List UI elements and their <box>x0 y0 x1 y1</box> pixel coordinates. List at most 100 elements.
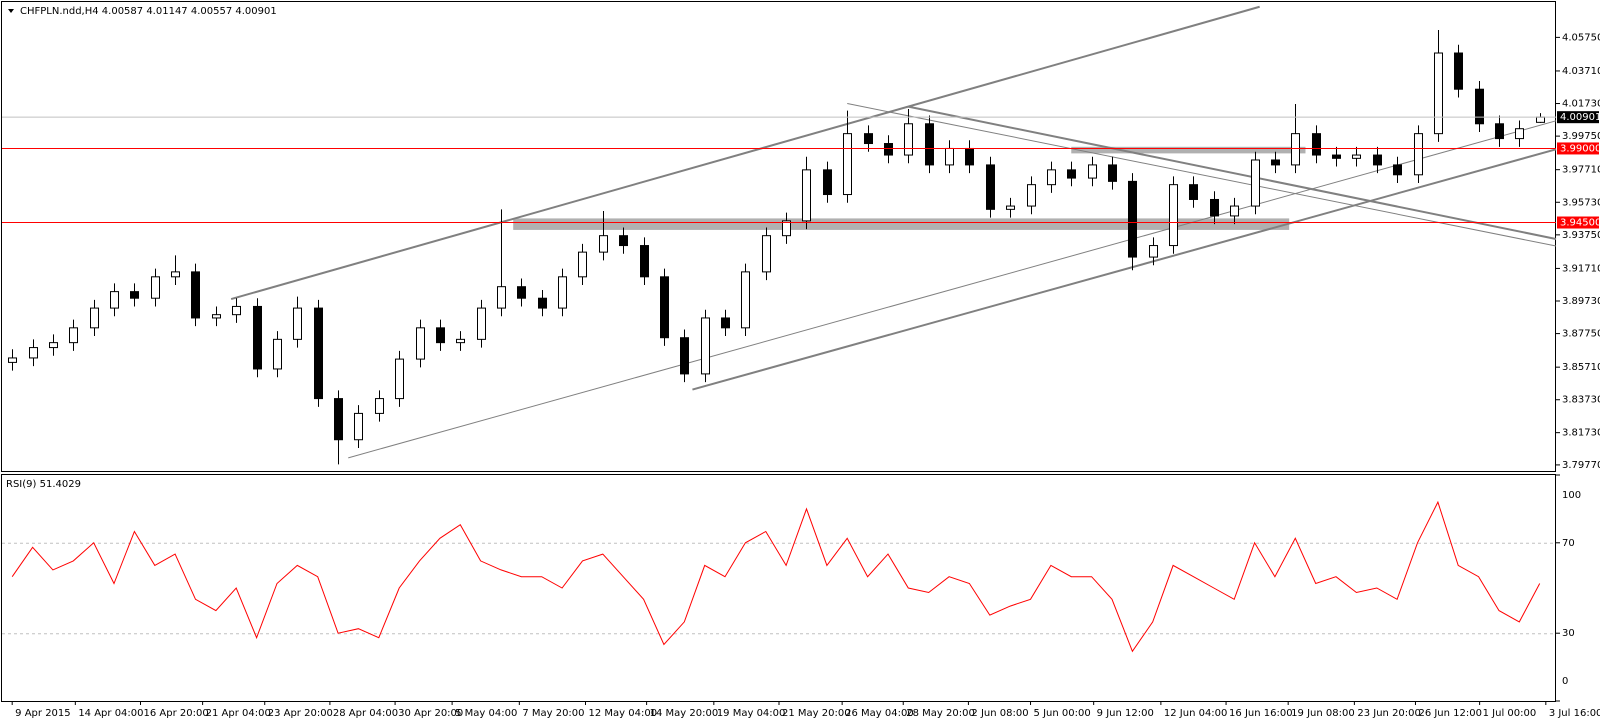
x-tick-label: 30 Apr 20:00 <box>398 708 463 719</box>
candle-body <box>1332 154 1341 159</box>
candle-body <box>538 297 547 309</box>
candle-body <box>1312 133 1321 156</box>
y-tick-label: 4.03710 <box>1562 66 1600 77</box>
y-tick-label: 3.83730 <box>1562 395 1600 406</box>
candle-body <box>354 412 363 441</box>
candle-body <box>762 235 771 273</box>
candle-body <box>110 291 119 309</box>
x-tick-label: 14 May 20:00 <box>650 708 719 719</box>
candle-body <box>640 245 649 278</box>
y-tick-label: 4.05750 <box>1562 32 1600 43</box>
candle-body <box>1393 164 1402 176</box>
x-tick-label: 14 Apr 04:00 <box>78 708 143 719</box>
candle-body <box>212 314 221 319</box>
x-tick-label: 1 Jul 00:00 <box>1483 708 1537 719</box>
x-tick-label: 26 May 04:00 <box>845 708 914 719</box>
candle-body <box>782 220 791 237</box>
candle-body <box>701 317 710 375</box>
candle-body <box>1251 159 1260 207</box>
candle-body <box>90 307 99 329</box>
candle-body <box>395 358 404 400</box>
candle-body <box>1373 154 1382 166</box>
candle-body <box>29 347 38 359</box>
symbol-header: CHFPLN.ndd,H4 4.00587 4.01147 4.00557 4.… <box>20 6 277 17</box>
y-tick-label: 3.95730 <box>1562 197 1600 208</box>
x-tick-label: 12 Jun 04:00 <box>1164 708 1228 719</box>
y-tick-label: 3.81730 <box>1562 428 1600 439</box>
x-tick-label: 28 Apr 04:00 <box>333 708 398 719</box>
x-tick-label: 19 May 04:00 <box>717 708 786 719</box>
y-tick-label: 30 <box>1562 628 1575 639</box>
price-label: 3.94500 <box>1560 218 1600 229</box>
price-panel <box>1 1 1556 472</box>
y-tick-label: 3.93750 <box>1562 230 1600 241</box>
x-tick-label: 26 Jun 12:00 <box>1418 708 1482 719</box>
candle-body <box>1067 169 1076 179</box>
candle-body <box>1536 116 1545 123</box>
rsi-line <box>11 500 1541 653</box>
candle-body <box>1230 205 1239 217</box>
candle-body <box>823 169 832 196</box>
candle-body <box>1149 245 1158 258</box>
x-tick-label: 12 May 04:00 <box>589 708 658 719</box>
candle-body <box>965 147 974 166</box>
candle-body <box>456 338 465 344</box>
zone <box>1071 146 1306 154</box>
x-tick-label: 5 Jun 00:00 <box>1034 708 1091 719</box>
x-tick-label: 28 May 20:00 <box>906 708 975 719</box>
candle-body <box>1515 128 1524 140</box>
candle-body <box>416 327 425 360</box>
candle-body <box>191 271 200 319</box>
x-tick-label: 21 May 20:00 <box>782 708 851 719</box>
trendline <box>908 105 1557 240</box>
x-tick-label: 9 Jun 12:00 <box>1097 708 1154 719</box>
x-tick-label: 23 Apr 20:00 <box>268 708 333 719</box>
x-tick-label: 2 Jun 08:00 <box>971 708 1028 719</box>
candle-body <box>314 307 323 400</box>
candle-body <box>171 271 180 278</box>
candle-body <box>253 305 262 370</box>
candle-body <box>578 251 587 278</box>
candle-body <box>273 338 282 370</box>
x-tick-label: 21 Apr 04:00 <box>206 708 271 719</box>
candle-body <box>1169 184 1178 247</box>
y-tick-label: 3.97710 <box>1562 165 1600 176</box>
candle-body <box>293 307 302 340</box>
candle-body <box>1414 133 1423 176</box>
y-tick-label: 3.99750 <box>1562 131 1600 142</box>
candle-body <box>1210 198 1219 217</box>
candle-body <box>904 123 913 156</box>
trendline <box>692 148 1557 391</box>
candle-body <box>1027 184 1036 207</box>
x-tick-label: 5 May 04:00 <box>455 708 517 719</box>
candle-body <box>843 133 852 196</box>
candle-body <box>1454 52 1463 90</box>
zone <box>513 218 1290 230</box>
candle-body <box>1352 154 1361 159</box>
trendline <box>230 5 1260 300</box>
candle-body <box>1291 133 1300 166</box>
y-tick-label: 3.85710 <box>1562 362 1600 373</box>
candle-body <box>436 327 445 344</box>
candle-body <box>232 305 241 316</box>
y-tick-label: 0 <box>1562 676 1568 687</box>
candle-body <box>986 164 995 210</box>
candle-body <box>1495 123 1504 140</box>
price-label-box <box>1557 216 1599 229</box>
candle-body <box>375 398 384 414</box>
candle-body <box>660 276 669 339</box>
y-tick-label: 4.01730 <box>1562 99 1600 110</box>
candle-body <box>945 147 954 166</box>
candle-body <box>925 123 934 166</box>
candle-body <box>721 317 730 329</box>
candle-body <box>802 169 811 222</box>
candle-body <box>1128 180 1137 258</box>
candle-body <box>1088 164 1097 179</box>
price-label: 4.00901 <box>1560 112 1600 123</box>
candle-body <box>1189 184 1198 200</box>
candle-body <box>517 286 526 299</box>
trendline <box>348 120 1557 459</box>
price-label: 3.99000 <box>1560 143 1600 154</box>
